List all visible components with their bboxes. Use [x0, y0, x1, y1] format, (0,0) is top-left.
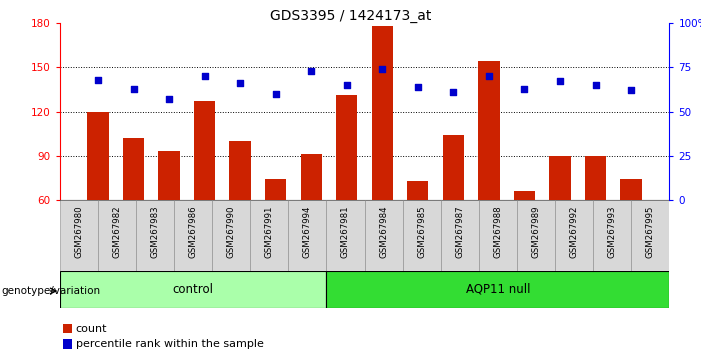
Text: GSM267995: GSM267995	[646, 206, 655, 258]
Bar	[327, 200, 365, 271]
Bar	[174, 200, 212, 271]
Point	[448, 89, 459, 95]
Text: GSM267990: GSM267990	[226, 206, 236, 258]
Bar	[550, 156, 571, 200]
Bar	[479, 200, 517, 271]
Bar	[593, 200, 632, 271]
Bar	[229, 141, 251, 200]
Bar	[620, 179, 641, 200]
Point	[483, 73, 494, 79]
Bar	[365, 200, 402, 271]
Bar	[123, 138, 144, 200]
Text: AQP11 null: AQP11 null	[465, 283, 530, 296]
Bar	[212, 200, 250, 271]
Text: GSM267993: GSM267993	[608, 206, 617, 258]
Text: GSM267991: GSM267991	[265, 206, 273, 258]
Point	[341, 82, 353, 88]
Text: GSM267994: GSM267994	[303, 206, 312, 258]
Point	[519, 86, 530, 91]
Point	[163, 96, 175, 102]
Text: GSM267992: GSM267992	[570, 206, 578, 258]
Bar	[517, 200, 555, 271]
Text: GSM267981: GSM267981	[341, 206, 350, 258]
Bar	[372, 26, 393, 200]
Text: GSM267988: GSM267988	[494, 206, 503, 258]
Point	[590, 82, 601, 88]
Point	[376, 66, 388, 72]
Point	[270, 91, 281, 97]
Text: percentile rank within the sample: percentile rank within the sample	[76, 339, 264, 349]
Text: GSM267985: GSM267985	[417, 206, 426, 258]
Point	[306, 68, 317, 74]
Bar	[336, 95, 358, 200]
Point	[625, 87, 637, 93]
Bar	[158, 152, 179, 200]
Text: GSM267980: GSM267980	[74, 206, 83, 258]
Point	[199, 73, 210, 79]
Text: GSM267983: GSM267983	[151, 206, 159, 258]
Text: genotype/variation: genotype/variation	[1, 286, 100, 296]
Bar	[555, 200, 593, 271]
Text: control: control	[172, 283, 214, 296]
Text: GDS3395 / 1424173_at: GDS3395 / 1424173_at	[270, 9, 431, 23]
Bar	[327, 271, 669, 308]
Bar	[301, 154, 322, 200]
Point	[93, 77, 104, 82]
Point	[128, 86, 139, 91]
Bar	[478, 61, 500, 200]
Bar	[407, 181, 428, 200]
Bar	[60, 200, 97, 271]
Bar	[97, 200, 136, 271]
Bar	[250, 200, 288, 271]
Bar	[514, 191, 535, 200]
Bar	[585, 156, 606, 200]
Bar	[441, 200, 479, 271]
Bar	[443, 135, 464, 200]
Text: GSM267989: GSM267989	[531, 206, 540, 258]
Text: GSM267986: GSM267986	[189, 206, 198, 258]
Bar	[265, 179, 286, 200]
Point	[235, 80, 246, 86]
Bar	[288, 200, 327, 271]
Text: count: count	[76, 324, 107, 333]
Text: GSM267987: GSM267987	[456, 206, 464, 258]
Bar	[63, 324, 72, 333]
Bar	[194, 101, 215, 200]
Bar	[136, 200, 174, 271]
Bar	[60, 271, 327, 308]
Bar	[88, 112, 109, 200]
Point	[412, 84, 423, 90]
Bar	[632, 200, 669, 271]
Bar	[63, 339, 72, 349]
Point	[554, 79, 566, 84]
Text: GSM267984: GSM267984	[379, 206, 388, 258]
Text: GSM267982: GSM267982	[112, 206, 121, 258]
Bar	[402, 200, 441, 271]
